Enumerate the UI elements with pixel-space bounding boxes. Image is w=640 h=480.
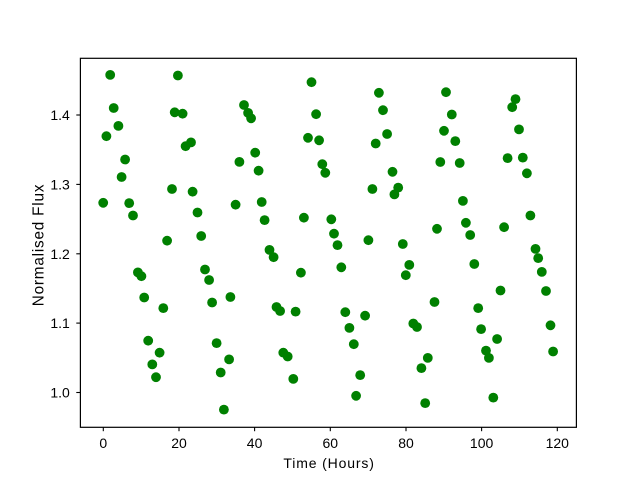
svg-text:1.0: 1.0 [50, 385, 70, 401]
svg-text:80: 80 [398, 435, 414, 451]
svg-text:60: 60 [323, 435, 339, 451]
svg-text:1.1: 1.1 [50, 315, 70, 331]
svg-text:Time (Hours): Time (Hours) [283, 455, 374, 471]
svg-text:120: 120 [546, 435, 570, 451]
svg-text:40: 40 [247, 435, 263, 451]
svg-text:1.2: 1.2 [50, 246, 70, 262]
svg-text:1.4: 1.4 [50, 107, 70, 123]
svg-text:1.3: 1.3 [50, 177, 70, 193]
svg-text:0: 0 [99, 435, 107, 451]
svg-text:Normalised Flux: Normalised Flux [30, 184, 47, 307]
svg-text:20: 20 [171, 435, 187, 451]
svg-text:100: 100 [470, 435, 494, 451]
